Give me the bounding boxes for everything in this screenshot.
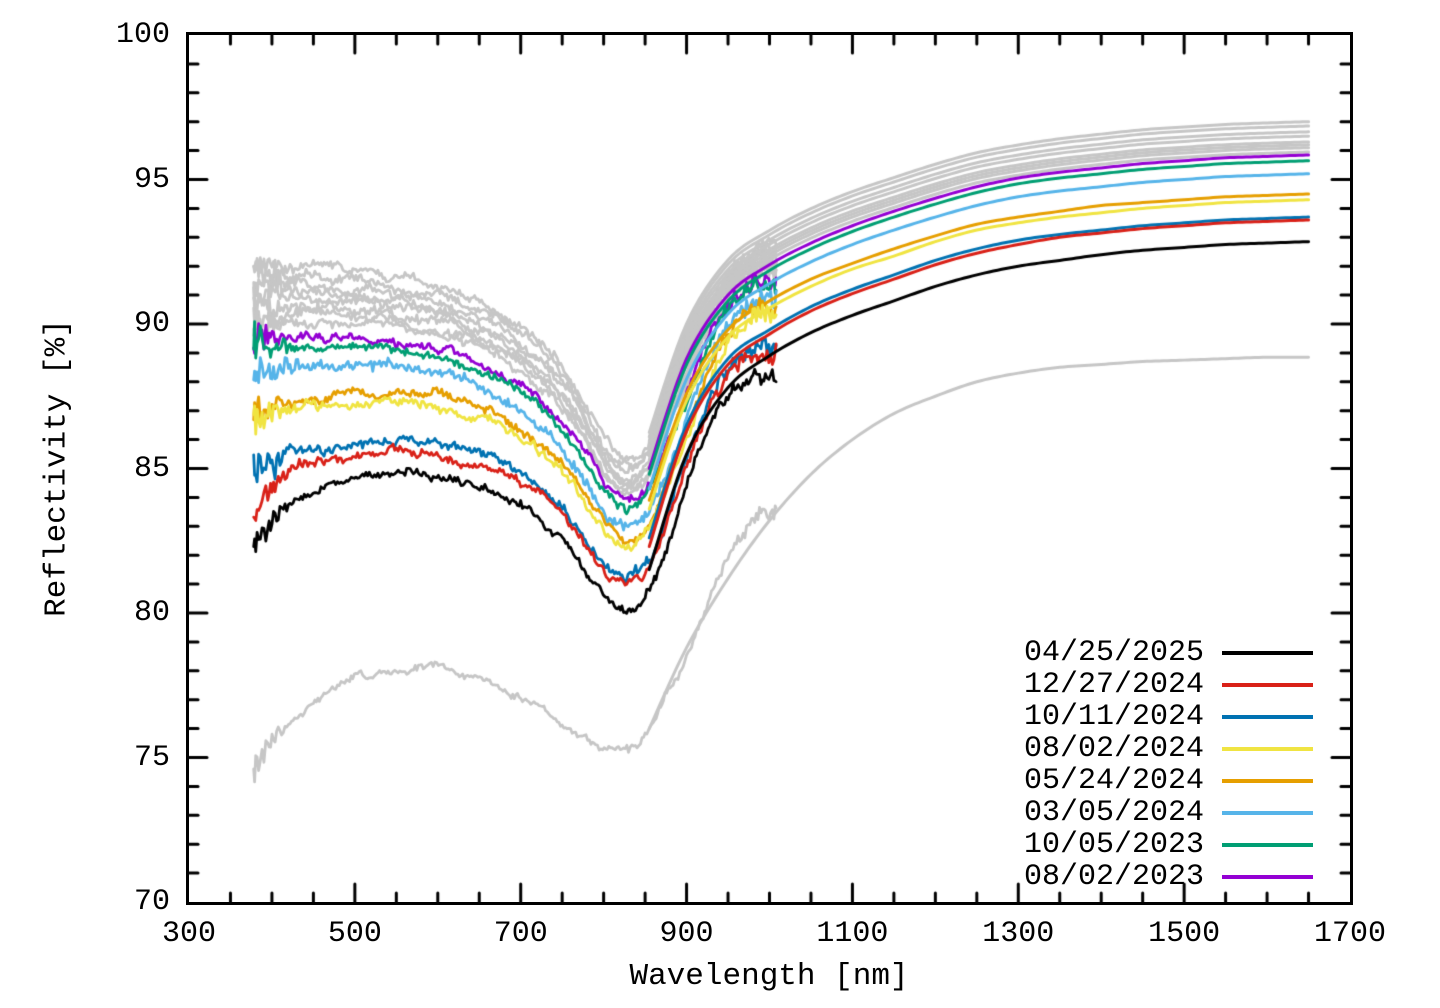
legend-line-sample [1222, 875, 1313, 879]
legend-line-sample [1222, 651, 1313, 655]
legend-entry: 10/05/2023 [980, 829, 1313, 861]
x-tick-label: 900 [659, 917, 714, 951]
legend-label: 10/05/2023 [1023, 828, 1204, 862]
legend-entry: 08/02/2023 [980, 861, 1313, 893]
y-tick-label: 90 [133, 307, 170, 341]
legend-entry: 12/27/2024 [980, 669, 1313, 701]
plot-box [186, 32, 1353, 905]
y-tick-label: 95 [133, 162, 170, 197]
legend-line-sample [1222, 843, 1313, 847]
legend-line-sample [1222, 747, 1313, 751]
y-tick-label: 75 [133, 740, 170, 775]
x-tick-label: 500 [327, 917, 382, 951]
legend-line-sample [1222, 779, 1313, 783]
chart-legend: 04/25/2025 12/27/2024 10/11/2024 08/02/2024… [980, 637, 1313, 893]
x-tick-label: 300 [161, 917, 217, 951]
legend-entry: 05/24/2024 [980, 765, 1313, 797]
legend-entry: 04/25/2025 [980, 637, 1313, 669]
x-tick-label: 700 [493, 917, 548, 951]
legend-entry: 10/11/2024 [980, 701, 1313, 733]
legend-line-sample [1222, 715, 1313, 719]
legend-entry: 08/02/2024 [980, 733, 1313, 765]
legend-line-sample [1222, 683, 1313, 687]
legend-label: 10/11/2024 [1023, 700, 1204, 734]
y-tick-label: 80 [133, 596, 170, 630]
x-tick-label: 1500 [1148, 917, 1221, 951]
legend-entry: 03/05/2024 [980, 797, 1313, 829]
y-tick-label: 70 [133, 885, 170, 919]
x-tick-label: 1100 [816, 917, 889, 951]
legend-line-sample [1222, 811, 1313, 815]
legend-label: 05/24/2024 [1023, 764, 1204, 798]
legend-label: 12/27/2024 [1023, 668, 1204, 702]
legend-label: 08/02/2023 [1023, 860, 1204, 894]
x-tick-label: 1700 [1313, 917, 1387, 951]
y-tick-label: 100 [115, 18, 170, 52]
legend-label: 03/05/2024 [1023, 796, 1204, 830]
x-axis-title: Wavelength [nm] [629, 959, 909, 994]
chart-canvas [189, 35, 1350, 902]
y-tick-label: 85 [133, 451, 170, 486]
legend-label: 04/25/2025 [1023, 636, 1204, 670]
legend-label: 08/02/2024 [1023, 732, 1204, 766]
x-tick-label: 1300 [982, 917, 1055, 951]
